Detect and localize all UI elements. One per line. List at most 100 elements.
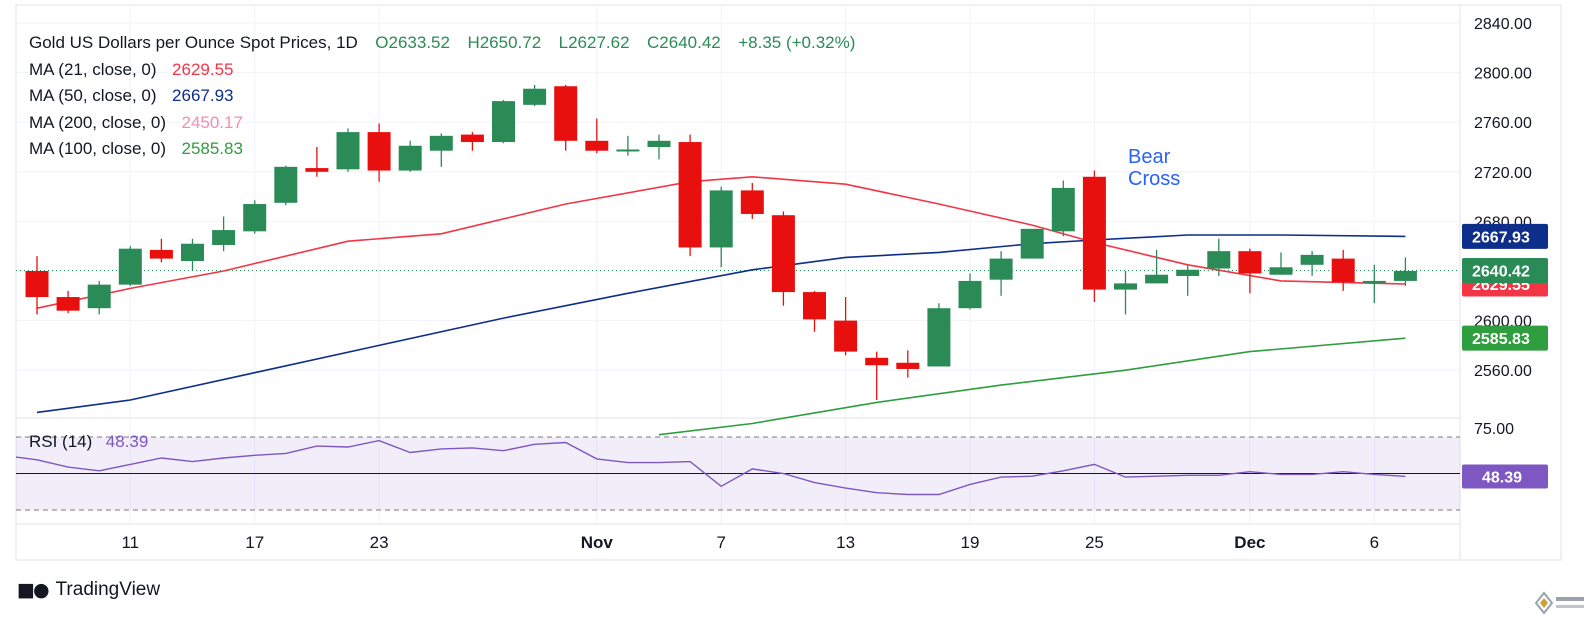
candle — [25, 256, 49, 315]
candle — [1269, 252, 1293, 275]
ma-legend-row[interactable]: MA (21, close, 0) 2629.55 — [29, 57, 855, 84]
candle — [678, 134, 702, 257]
ma-line — [658, 337, 1406, 436]
x-tick-label: 25 — [1085, 533, 1104, 552]
x-tick-label: 13 — [836, 533, 855, 552]
y-tick-label: 2760.00 — [1474, 115, 1532, 132]
candle-body — [25, 271, 49, 298]
candle-body — [989, 258, 1013, 280]
candle-body — [118, 248, 142, 285]
candle-body — [1020, 228, 1044, 259]
x-tick-label: 7 — [716, 533, 725, 552]
candle-body — [1393, 271, 1417, 281]
candle — [336, 128, 360, 172]
candle — [1176, 264, 1200, 296]
ma-legend-value: 2585.83 — [181, 139, 243, 158]
candle-body — [336, 132, 360, 170]
ma-line — [36, 234, 1406, 414]
candle-body — [274, 166, 298, 203]
x-tick-label: 6 — [1370, 533, 1379, 552]
ma-legend-row[interactable]: MA (100, close, 0) 2585.83 — [29, 136, 855, 163]
candle — [149, 238, 173, 263]
candle-body — [709, 190, 733, 248]
candle-body — [647, 140, 671, 147]
watermark-logo — [1534, 591, 1584, 615]
annotation-bear-cross: Bear Cross — [1128, 146, 1180, 190]
symbol-title: Gold US Dollars per Ounce Spot Prices, 1… — [29, 33, 358, 52]
candle-body — [149, 249, 173, 259]
candle-body — [305, 168, 329, 172]
candle-body — [896, 362, 920, 369]
candle — [958, 273, 982, 310]
candle-body — [1051, 187, 1075, 232]
candle — [1393, 257, 1417, 286]
candle — [212, 216, 236, 252]
ma-legend-row[interactable]: MA (200, close, 0) 2450.17 — [29, 110, 855, 137]
x-tick-label: 23 — [370, 533, 389, 552]
candle — [429, 133, 453, 167]
y-tick-label: 2720.00 — [1474, 165, 1532, 182]
candle-body — [803, 292, 826, 320]
candle-body — [523, 88, 547, 105]
candle — [1362, 264, 1386, 304]
ma-legend-row[interactable]: MA (50, close, 0) 2667.93 — [29, 83, 855, 110]
candle-body — [181, 243, 204, 262]
candle — [740, 182, 764, 219]
candle-body — [367, 132, 391, 171]
candle — [896, 350, 920, 378]
candle-body — [429, 135, 453, 151]
candle-body — [243, 204, 267, 232]
ma-legend-label: MA (200, close, 0) — [29, 112, 167, 132]
ma-price-tag-text: 2585.83 — [1472, 331, 1530, 348]
candle — [1020, 228, 1044, 259]
candle-body — [87, 284, 111, 309]
ma-legend-label: MA (100, close, 0) — [29, 139, 167, 158]
candle — [989, 251, 1013, 296]
candle — [274, 165, 298, 206]
candle — [803, 290, 826, 332]
candle — [616, 135, 640, 156]
ma-legend-value: 2667.93 — [172, 86, 234, 105]
ma-legend-label: MA (21, close, 0) — [29, 59, 157, 79]
ma-price-tag-text: 2667.93 — [1472, 229, 1530, 246]
candle — [647, 134, 671, 160]
tradingview-icon: ■● — [17, 579, 50, 601]
candle-body — [460, 134, 484, 143]
candle — [585, 118, 609, 154]
candle — [834, 297, 858, 356]
candle — [771, 211, 795, 306]
candle-body — [865, 357, 889, 366]
candle-body — [834, 320, 858, 352]
rsi-legend-value: 48.39 — [105, 432, 149, 451]
candle-body — [1331, 258, 1355, 283]
rsi-axis-label: 75.00 — [1474, 421, 1514, 438]
candle-body — [1207, 251, 1231, 269]
candle-body — [958, 280, 982, 309]
tradingview-logo[interactable]: ■● TradingView — [17, 578, 160, 602]
x-tick-label: 19 — [961, 533, 980, 552]
candle — [523, 85, 547, 107]
y-tick-label: 2560.00 — [1474, 363, 1532, 380]
ma-price-tag — [1462, 325, 1548, 351]
candle-body — [56, 297, 80, 311]
candle-body — [398, 145, 422, 171]
candle-body — [771, 215, 795, 293]
candle-body — [1114, 283, 1137, 290]
ohlc-high: H2650.72 — [467, 33, 542, 52]
rsi-legend-label: RSI (14) — [29, 432, 93, 451]
candle-body — [212, 230, 236, 245]
candle-body — [1269, 267, 1293, 275]
ohlc-change: +8.35 (+0.32%) — [738, 33, 856, 52]
x-tick-label: 11 — [121, 533, 139, 552]
candle — [87, 280, 111, 315]
rsi-legend[interactable]: RSI (14) 48.39 — [29, 432, 148, 452]
candle — [243, 200, 267, 234]
ma-legend-label: MA (50, close, 0) — [29, 86, 157, 105]
last-price-tag-text: 2640.42 — [1472, 263, 1530, 280]
ohlc-low: L2627.62 — [558, 33, 630, 52]
ohlc-open: O2633.52 — [375, 33, 450, 52]
candle — [460, 132, 484, 151]
ohlc-close: C2640.42 — [647, 33, 721, 52]
candle-body — [1082, 176, 1106, 290]
